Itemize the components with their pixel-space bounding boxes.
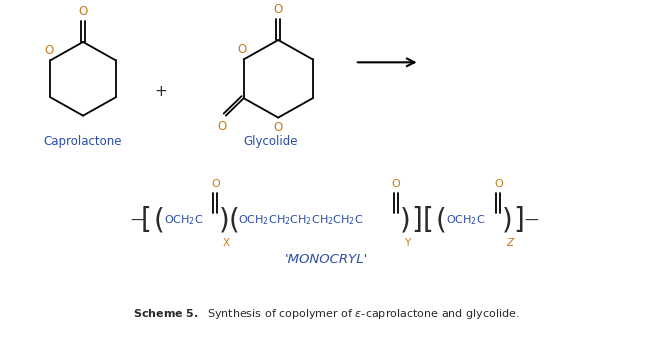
Text: OCH$_2$CH$_2$CH$_2$CH$_2$CH$_2$C: OCH$_2$CH$_2$CH$_2$CH$_2$CH$_2$C bbox=[239, 213, 364, 227]
Text: Z: Z bbox=[507, 238, 514, 248]
Text: OCH$_2$C: OCH$_2$C bbox=[164, 213, 203, 227]
Text: ): ) bbox=[400, 206, 411, 234]
Text: O: O bbox=[78, 5, 87, 18]
Text: O: O bbox=[274, 3, 283, 16]
Text: 'MONOCRYL': 'MONOCRYL' bbox=[284, 253, 368, 266]
Text: ]: ] bbox=[411, 206, 422, 234]
Text: ): ) bbox=[502, 206, 513, 234]
Text: (: ( bbox=[154, 206, 164, 234]
Text: [: [ bbox=[141, 206, 152, 234]
Text: O: O bbox=[391, 179, 400, 189]
Text: Caprolactone: Caprolactone bbox=[44, 135, 123, 148]
Text: O: O bbox=[44, 43, 54, 56]
Text: X: X bbox=[223, 238, 230, 248]
Text: (: ( bbox=[228, 206, 239, 234]
Text: ]: ] bbox=[513, 206, 524, 234]
Text: +: + bbox=[155, 84, 167, 99]
Text: —: — bbox=[131, 213, 145, 227]
Text: O: O bbox=[217, 120, 226, 133]
Text: Y: Y bbox=[404, 238, 411, 248]
Text: Glycolide: Glycolide bbox=[243, 135, 297, 148]
Text: OCH$_2$C: OCH$_2$C bbox=[447, 213, 486, 227]
Text: (: ( bbox=[436, 206, 446, 234]
Text: [: [ bbox=[422, 206, 434, 234]
Text: $\mathbf{Scheme\ 5.}$  Synthesis of copolymer of $\mathit{\varepsilon}$-caprolac: $\mathbf{Scheme\ 5.}$ Synthesis of copol… bbox=[133, 307, 519, 321]
Text: O: O bbox=[211, 179, 220, 189]
Text: O: O bbox=[494, 179, 503, 189]
Text: —: — bbox=[524, 213, 538, 227]
Text: O: O bbox=[274, 121, 283, 134]
Text: O: O bbox=[237, 42, 246, 55]
Text: ): ) bbox=[218, 206, 230, 234]
